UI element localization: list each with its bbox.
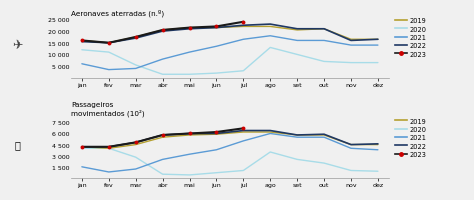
Legend: 2019, 2020, 2021, 2022, 2023: 2019, 2020, 2021, 2022, 2023 [395, 118, 427, 157]
Text: Aeronaves aterradas (n.º): Aeronaves aterradas (n.º) [71, 9, 164, 17]
Legend: 2019, 2020, 2021, 2022, 2023: 2019, 2020, 2021, 2022, 2023 [395, 18, 427, 57]
Text: Passageiros
movimentados (10²): Passageiros movimentados (10²) [71, 102, 145, 116]
Text: ✈: ✈ [12, 39, 22, 52]
Text: 👥: 👥 [14, 140, 20, 150]
